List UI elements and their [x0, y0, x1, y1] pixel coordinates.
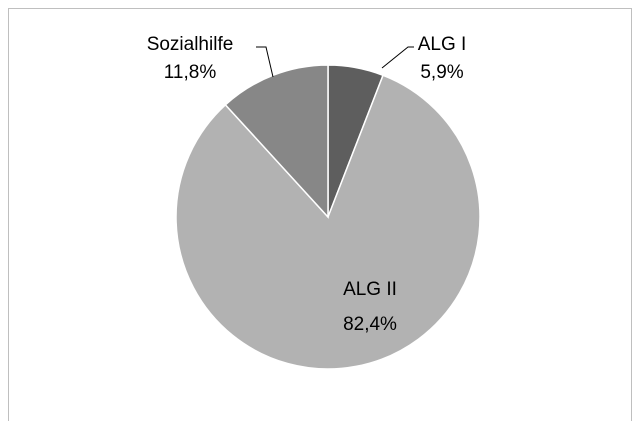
leader-line — [381, 46, 414, 69]
slice-value-label: 11,8% — [164, 62, 217, 83]
slice-label: ALG I — [418, 34, 467, 55]
leader-line — [256, 46, 274, 78]
slice-label: ALG II — [343, 279, 397, 300]
slice-label: Sozialhilfe — [147, 34, 234, 55]
slice-value-label: 5,9% — [420, 62, 463, 83]
slice-value-label: 82,4% — [343, 314, 397, 335]
pie-slice — [175, 74, 481, 370]
